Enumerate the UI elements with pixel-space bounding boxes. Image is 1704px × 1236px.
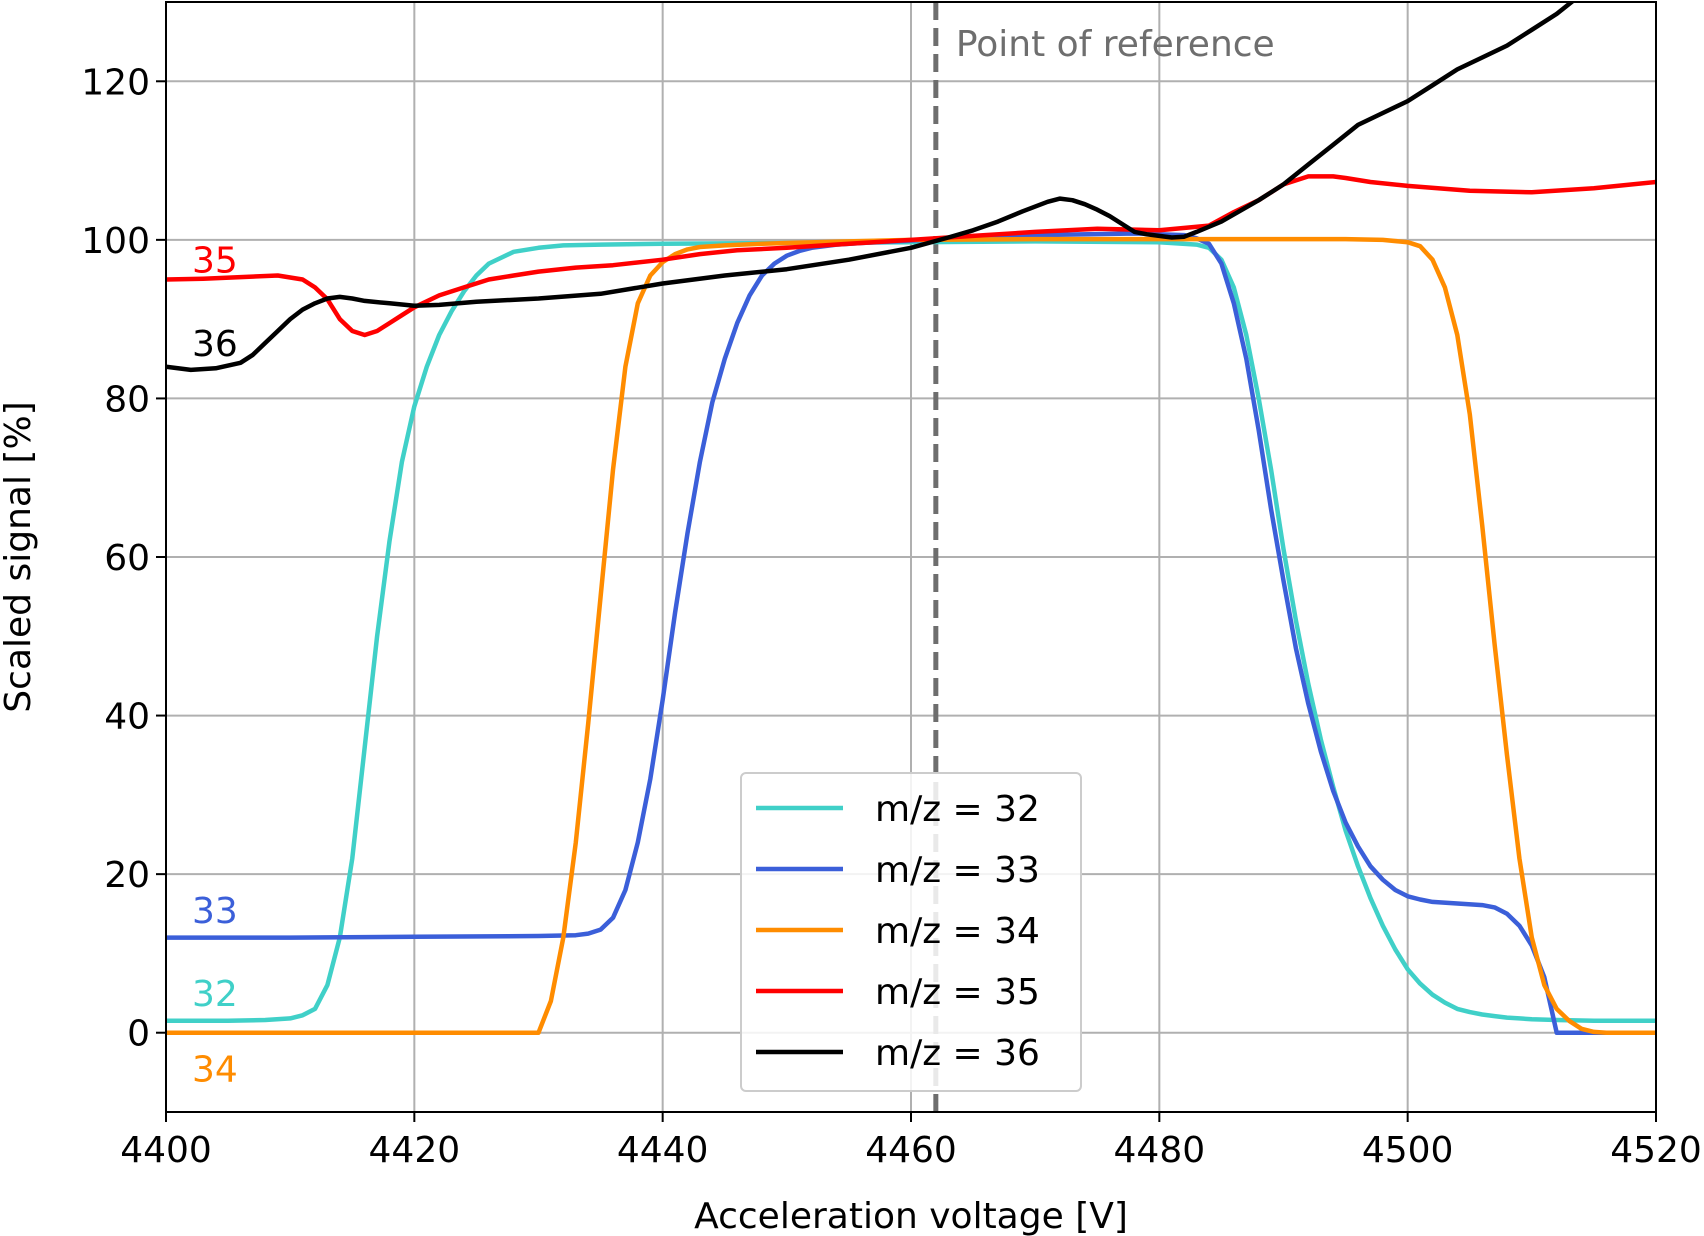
x-tick-label: 4440	[617, 1130, 709, 1171]
series-tag-32: 32	[192, 974, 238, 1015]
y-tick-label: 80	[104, 379, 150, 420]
series-line-34	[166, 236, 1656, 1035]
y-tick-label: 100	[81, 221, 150, 262]
y-tick-label: 0	[127, 1014, 150, 1055]
x-tick-label: 4520	[1610, 1130, 1702, 1171]
legend-entry: m/z = 34	[875, 911, 1040, 952]
legend-entry: m/z = 36	[875, 1033, 1040, 1074]
legend-entry: m/z = 32	[875, 789, 1040, 830]
y-tick-label: 120	[81, 62, 150, 103]
y-tick-label: 60	[104, 538, 150, 579]
x-tick-label: 4480	[1114, 1130, 1206, 1171]
x-tick-label: 4500	[1362, 1130, 1454, 1171]
y-tick-label: 20	[104, 855, 150, 896]
series-tag-36: 36	[192, 324, 238, 365]
legend-box	[740, 772, 1082, 1092]
series-lines	[166, 2, 1656, 1035]
y-axis-label: Scaled signal [%]	[0, 401, 39, 712]
x-tick-label: 4460	[865, 1130, 957, 1171]
legend-entry: m/z = 33	[875, 850, 1040, 891]
x-axis-ticks: 4400 4420 4440 4460 4480 4500 4520	[120, 1112, 1702, 1171]
y-axis-ticks: 0 20 40 60 80 100 120	[81, 62, 166, 1055]
series-line-32	[166, 239, 1656, 1024]
y-tick-label: 40	[104, 697, 150, 738]
x-tick-label: 4400	[120, 1130, 212, 1171]
series-tag-33: 33	[192, 891, 238, 932]
legend-entry: m/z = 35	[875, 972, 1040, 1013]
series-line-36	[166, 2, 1576, 373]
x-tick-label: 4420	[369, 1130, 461, 1171]
series-tags: 32 33 34 35 36	[192, 241, 238, 1091]
series-tag-35: 35	[192, 241, 238, 282]
series-line-35	[166, 174, 1656, 338]
reference-label: Point of reference	[956, 24, 1275, 65]
x-axis-label: Acceleration voltage [V]	[694, 1196, 1128, 1236]
series-tag-34: 34	[192, 1049, 238, 1090]
legend: m/z = 32 m/z = 33 m/z = 34 m/z = 35 m/z = 36	[740, 772, 1082, 1092]
